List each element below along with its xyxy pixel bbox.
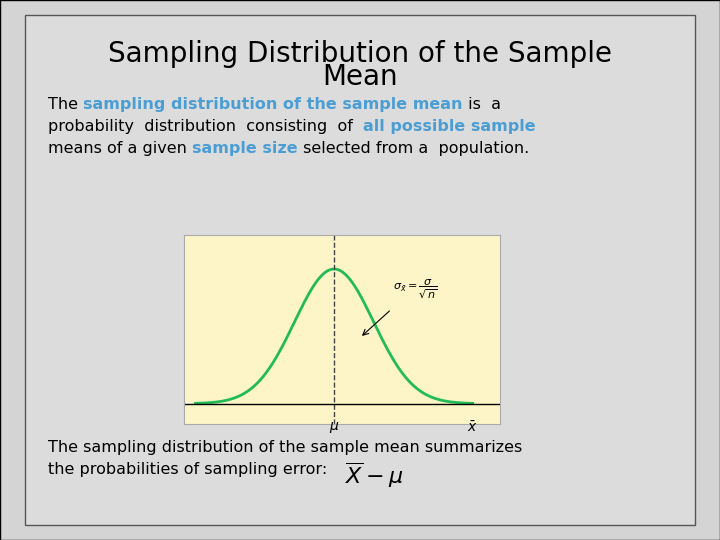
- Text: $\mu$: $\mu$: [329, 420, 339, 435]
- Text: sampling distribution of the sample mean: sampling distribution of the sample mean: [83, 97, 463, 112]
- Text: all possible sample: all possible sample: [363, 119, 536, 134]
- Text: The sampling distribution of the sample mean summarizes: The sampling distribution of the sample …: [48, 440, 522, 455]
- FancyBboxPatch shape: [25, 15, 695, 525]
- Text: $\sigma_{\bar{x}}=\dfrac{\sigma}{\sqrt{n}}$: $\sigma_{\bar{x}}=\dfrac{\sigma}{\sqrt{n…: [394, 278, 438, 300]
- Text: The: The: [48, 97, 83, 112]
- Text: probability  distribution  consisting  of: probability distribution consisting of: [48, 119, 363, 134]
- Text: is  a: is a: [463, 97, 500, 112]
- Text: Sampling Distribution of the Sample: Sampling Distribution of the Sample: [108, 40, 612, 68]
- Text: $\overline{X}-\mu$: $\overline{X}-\mu$: [345, 460, 404, 489]
- Text: the probabilities of sampling error:: the probabilities of sampling error:: [48, 462, 333, 477]
- Text: Mean: Mean: [322, 63, 398, 91]
- Text: means of a given: means of a given: [48, 141, 192, 156]
- Text: $\bar{x}$: $\bar{x}$: [467, 420, 478, 435]
- Text: selected from a  population.: selected from a population.: [297, 141, 529, 156]
- Text: sample size: sample size: [192, 141, 297, 156]
